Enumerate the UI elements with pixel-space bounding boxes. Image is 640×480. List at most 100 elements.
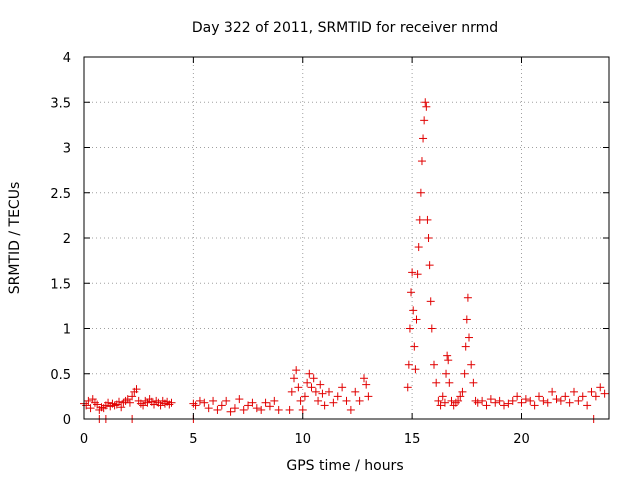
- data-point: [436, 401, 445, 410]
- y-tick-label: 2: [63, 232, 71, 247]
- data-point: [128, 392, 137, 401]
- x-tick-label: 20: [513, 432, 530, 447]
- data-point: [346, 405, 355, 414]
- data-point: [552, 395, 561, 404]
- data-point: [294, 383, 303, 392]
- data-point: [351, 387, 360, 396]
- data-point: [414, 243, 423, 252]
- data-point: [587, 387, 596, 396]
- y-tick-label: 1: [63, 323, 71, 338]
- data-point: [508, 396, 517, 405]
- plot-frame: [83, 56, 610, 420]
- data-point: [139, 401, 148, 410]
- data-point: [290, 374, 298, 383]
- data-point: [539, 396, 548, 405]
- data-point: [469, 378, 478, 387]
- data-point: [156, 401, 165, 410]
- y-tick-label: 1.5: [50, 277, 71, 292]
- data-point: [413, 270, 422, 279]
- data-point: [261, 398, 270, 407]
- data-point: [93, 400, 102, 409]
- data-point: [526, 396, 535, 405]
- data-point: [195, 396, 204, 405]
- data-point: [226, 407, 235, 416]
- data-point: [407, 288, 416, 297]
- data-point: [403, 383, 412, 392]
- data-point: [257, 405, 266, 414]
- data-point: [191, 401, 200, 410]
- data-point: [415, 215, 424, 224]
- data-point: [495, 396, 504, 405]
- data-point: [416, 188, 425, 197]
- data-point: [309, 374, 318, 383]
- data-point: [364, 392, 373, 401]
- data-point: [329, 398, 338, 407]
- data-point: [298, 405, 307, 414]
- x-tick-label: 15: [404, 432, 421, 447]
- data-point: [422, 102, 431, 111]
- data-point: [239, 405, 248, 414]
- data-point: [454, 396, 463, 405]
- data-point: [300, 392, 309, 401]
- data-point: [432, 378, 441, 387]
- data-point: [465, 333, 473, 342]
- data-point: [217, 401, 226, 410]
- data-point: [570, 387, 578, 396]
- axis-ticks: 0 0.5 1 1.5 2 2.5 3 3.5 4 0 5 10 15 20: [50, 51, 609, 447]
- data-point: [478, 396, 487, 405]
- data-point: [316, 380, 325, 389]
- data-point: [405, 324, 414, 333]
- data-point: [410, 342, 419, 351]
- x-axis-title: GPS time / hours: [286, 458, 403, 474]
- y-tick-label: 4: [63, 51, 71, 66]
- data-point: [248, 398, 257, 407]
- data-point: [244, 401, 253, 410]
- y-tick-label: 0.5: [50, 368, 71, 383]
- data-point: [556, 396, 565, 405]
- data-point: [444, 356, 453, 365]
- data-point: [320, 401, 329, 410]
- data-point: [287, 387, 296, 396]
- data-point: [419, 134, 428, 143]
- y-tick-label: 0: [63, 413, 71, 428]
- chart-title: Day 322 of 2011, SRMTID for receiver nrm…: [192, 20, 498, 36]
- data-point: [467, 360, 476, 369]
- data-point: [482, 401, 491, 410]
- data-point: [548, 387, 557, 396]
- data-point: [204, 404, 213, 413]
- data-point: [442, 369, 451, 378]
- data-point: [230, 404, 239, 413]
- data-point: [90, 398, 99, 407]
- data-point: [530, 401, 539, 410]
- data-point: [461, 342, 470, 351]
- data-point: [296, 396, 305, 405]
- x-tick-label: 5: [189, 432, 197, 447]
- y-axis-title: SRMTID / TECUs: [7, 182, 23, 295]
- data-point: [443, 351, 452, 360]
- data-point: [362, 380, 371, 389]
- data-point: [473, 398, 482, 407]
- data-point: [404, 360, 413, 369]
- data-point: [561, 392, 570, 401]
- y-tick-label: 3: [63, 142, 71, 157]
- data-point: [417, 157, 426, 166]
- x-tick-label: 10: [294, 432, 311, 447]
- data-point: [213, 405, 222, 414]
- data-point: [408, 268, 417, 277]
- data-point: [121, 396, 130, 405]
- data-point: [132, 385, 141, 394]
- data-point: [115, 397, 123, 406]
- data-point: [235, 395, 244, 404]
- data-point: [535, 392, 543, 401]
- data-point: [440, 398, 449, 407]
- data-point: [600, 389, 609, 398]
- data-point: [86, 404, 95, 413]
- data-point: [117, 403, 126, 412]
- data-point: [500, 401, 508, 410]
- grid-lines: [84, 57, 609, 419]
- data-point: [420, 116, 429, 125]
- data-point: [274, 405, 283, 414]
- data-point: [491, 398, 500, 407]
- y-tick-label: 3.5: [50, 96, 71, 111]
